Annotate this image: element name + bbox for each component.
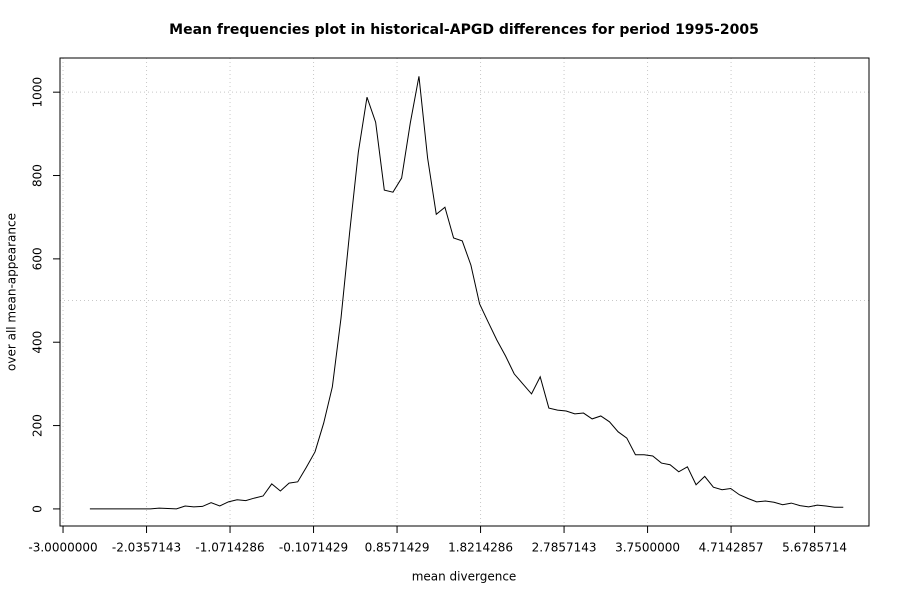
x-tick-label: -3.0000000 xyxy=(28,541,97,555)
y-tick-label: 1000 xyxy=(31,77,45,108)
y-tick-label: 800 xyxy=(31,164,45,187)
x-tick-label: -1.0714286 xyxy=(195,541,264,555)
y-tick-label: 200 xyxy=(31,414,45,437)
y-tick-label: 400 xyxy=(31,331,45,354)
chart-title: Mean frequencies plot in historical-APGD… xyxy=(169,22,759,38)
x-tick-label: 2.7857143 xyxy=(532,541,597,555)
y-tick-label: 0 xyxy=(31,505,45,513)
x-tick-label: 1.8214286 xyxy=(448,541,513,555)
plot-frame xyxy=(59,57,870,527)
y-tick-label: 600 xyxy=(31,247,45,270)
x-tick-label: 5.6785714 xyxy=(782,541,847,555)
x-tick-label: 4.7142857 xyxy=(699,541,764,555)
x-tick-label: -0.1071429 xyxy=(279,541,348,555)
x-tick-label: -2.0357143 xyxy=(112,541,181,555)
data-line xyxy=(89,76,844,510)
x-tick-label: 3.7500000 xyxy=(615,541,680,555)
x-axis-label: mean divergence xyxy=(412,570,517,584)
y-axis-label: over all mean-appearance xyxy=(5,213,19,371)
x-tick-label: 0.8571429 xyxy=(365,541,430,555)
